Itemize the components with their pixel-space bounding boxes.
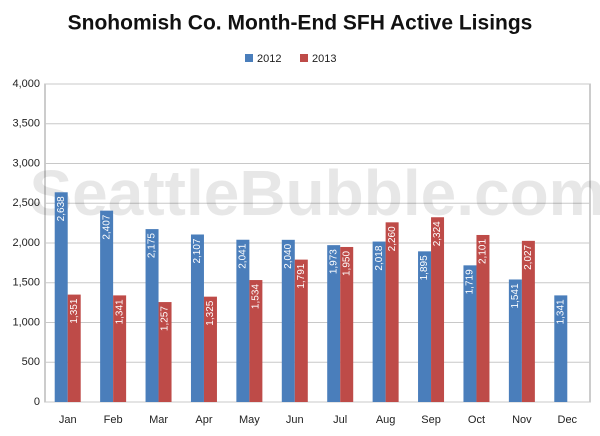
value-label: 1,351 <box>69 298 80 323</box>
legend-label: 2012 <box>257 53 281 65</box>
y-tick-label: 2,000 <box>12 237 40 249</box>
watermark: SeattleBubble.com <box>29 157 600 229</box>
bar <box>249 280 263 402</box>
bar <box>294 259 308 402</box>
value-label: 1,534 <box>251 284 262 309</box>
bar <box>100 210 114 402</box>
x-tick-label: Dec <box>558 414 578 426</box>
value-label: 2,040 <box>283 243 294 268</box>
value-label: 1,341 <box>555 299 566 324</box>
value-label: 2,101 <box>478 239 489 264</box>
value-label: 1,719 <box>465 269 476 294</box>
x-tick-label: Feb <box>104 414 123 426</box>
value-label: 2,407 <box>101 214 112 239</box>
bar <box>113 295 127 402</box>
x-tick-label: Apr <box>195 414 212 426</box>
value-label: 1,325 <box>205 300 216 325</box>
bar <box>521 240 535 402</box>
bar <box>508 279 522 402</box>
bar <box>281 239 295 402</box>
y-tick-label: 500 <box>22 356 40 368</box>
x-tick-label: Jun <box>286 414 304 426</box>
bar <box>203 296 217 402</box>
value-label: 2,018 <box>374 245 385 270</box>
x-tick-label: Nov <box>512 414 532 426</box>
y-tick-label: 3,000 <box>12 157 40 169</box>
chart-title: Snohomish Co. Month-End SFH Active Lisin… <box>68 12 533 35</box>
y-tick-label: 1,000 <box>12 316 40 328</box>
x-tick-label: May <box>239 414 260 426</box>
x-tick-label: Mar <box>149 414 168 426</box>
y-tick-label: 0 <box>34 396 40 408</box>
bar <box>476 234 490 402</box>
bar <box>463 265 477 402</box>
bar <box>67 294 81 402</box>
bar <box>431 217 445 402</box>
bar <box>327 245 341 402</box>
x-tick-label: Jul <box>333 414 347 426</box>
y-tick-label: 2,500 <box>12 197 40 209</box>
value-label: 2,107 <box>192 238 203 263</box>
bar <box>385 222 399 402</box>
x-tick-label: Sep <box>421 414 441 426</box>
bar <box>340 246 354 402</box>
bar <box>158 302 172 402</box>
legend-label: 2013 <box>312 53 336 65</box>
value-label: 2,175 <box>147 233 158 258</box>
value-label: 2,324 <box>432 221 443 246</box>
bar <box>236 239 250 402</box>
value-label: 1,541 <box>510 283 521 308</box>
legend-swatch <box>245 54 253 62</box>
value-label: 1,950 <box>341 251 352 276</box>
value-label: 2,027 <box>523 244 534 269</box>
value-label: 1,895 <box>419 255 430 280</box>
bar <box>145 229 159 402</box>
y-tick-label: 1,500 <box>12 277 40 289</box>
value-label: 1,791 <box>296 263 307 288</box>
value-label: 1,973 <box>328 249 339 274</box>
legend-swatch <box>300 54 308 62</box>
bar <box>190 234 204 402</box>
x-tick-label: Aug <box>376 414 396 426</box>
value-label: 2,041 <box>238 243 249 268</box>
value-label: 2,638 <box>56 196 67 221</box>
value-label: 1,257 <box>160 306 171 331</box>
y-tick-label: 4,000 <box>12 78 40 90</box>
y-tick-label: 3,500 <box>12 118 40 130</box>
value-label: 2,260 <box>387 226 398 251</box>
bar <box>54 192 68 402</box>
bar <box>418 251 432 402</box>
x-tick-label: Jan <box>59 414 77 426</box>
bar <box>372 241 386 402</box>
bar <box>554 295 568 402</box>
x-tick-label: Oct <box>468 414 485 426</box>
value-label: 1,341 <box>114 299 125 324</box>
